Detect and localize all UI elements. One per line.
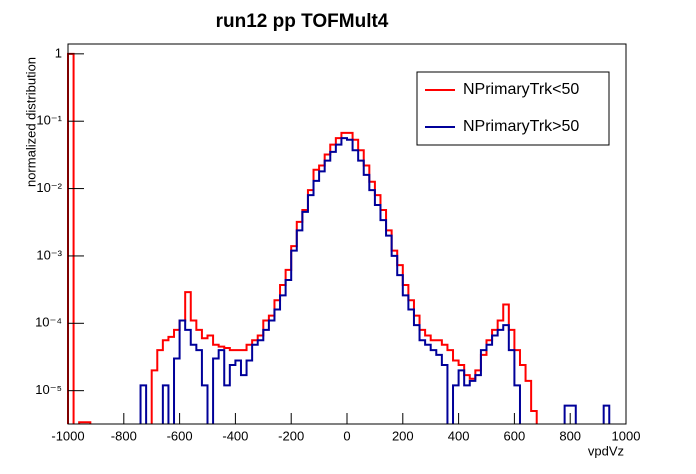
x-tick-label: -1000 xyxy=(51,428,84,443)
y-tick-label: 10⁻² xyxy=(36,180,62,195)
x-tick-label: 1000 xyxy=(612,428,641,443)
legend-label: NPrimaryTrk>50 xyxy=(463,118,579,135)
histogram-line xyxy=(139,137,611,424)
legend-box xyxy=(416,71,610,146)
y-tick-label: 10⁻⁴ xyxy=(35,315,62,330)
x-tick-label: -200 xyxy=(278,428,304,443)
y-tick-label: 10⁻¹ xyxy=(36,113,62,128)
x-tick-label: -600 xyxy=(167,428,193,443)
legend-label: NPrimaryTrk<50 xyxy=(463,81,579,98)
x-tick-label: 600 xyxy=(504,428,526,443)
x-tick-label: -800 xyxy=(111,428,137,443)
x-tick-label: 200 xyxy=(392,428,414,443)
x-tick-label: 0 xyxy=(343,428,350,443)
x-axis-label: vpdVz xyxy=(588,443,624,458)
chart-title: run12 pp TOFMult4 xyxy=(216,11,389,32)
x-tick-label: -400 xyxy=(222,428,248,443)
y-tick-label: 10⁻³ xyxy=(36,247,62,262)
x-tick-label: 400 xyxy=(448,428,470,443)
y-axis-label: normalized distribution xyxy=(23,57,38,187)
y-tick-label: 10⁻⁵ xyxy=(35,382,62,397)
y-tick-label: 1 xyxy=(55,45,62,60)
x-tick-label: 800 xyxy=(559,428,581,443)
